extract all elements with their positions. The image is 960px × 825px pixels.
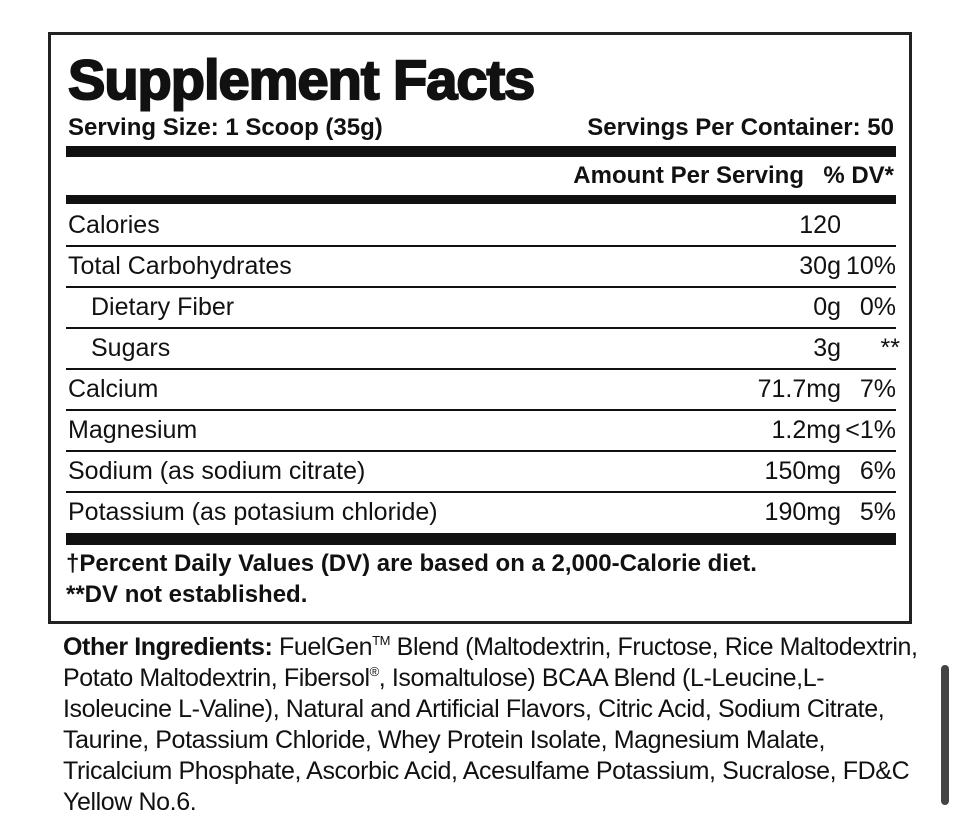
daily-value: 10% bbox=[845, 252, 896, 280]
ingredients-text: , Isomaltulose) BCAA Blend (L-Leucine,L-… bbox=[63, 664, 910, 816]
thick-rule bbox=[66, 533, 896, 545]
nutrient-name: Calcium bbox=[68, 375, 159, 403]
title: Supplement Facts bbox=[67, 47, 536, 112]
daily-value: 0% bbox=[859, 293, 896, 321]
amount-header: Amount Per Serving bbox=[573, 162, 804, 189]
footnote: **DV not established. bbox=[66, 581, 308, 608]
nutrient-name: Sugars bbox=[91, 334, 171, 362]
amount: 30g bbox=[799, 252, 841, 280]
nutrient-row: Sugars 3g ** bbox=[66, 329, 900, 370]
nutrient-row: Calories 120 bbox=[66, 206, 896, 247]
registered: ® bbox=[369, 664, 380, 679]
nutrient-row: Sodium (as sodium citrate) 150mg 6% bbox=[66, 452, 896, 493]
serving-size: Serving Size: 1 Scoop (35g) bbox=[68, 114, 383, 141]
amount: 0g bbox=[813, 293, 841, 321]
amount: 120 bbox=[799, 211, 841, 239]
scrollbar[interactable] bbox=[941, 665, 949, 805]
dv-header: % DV* bbox=[823, 162, 894, 189]
nutrient-name: Total Carbohydrates bbox=[68, 252, 292, 280]
nutrient-row: Total Carbohydrates 30g 10% bbox=[66, 247, 896, 288]
nutrient-name: Calories bbox=[68, 211, 160, 239]
ingredients-label: Other Ingredients: bbox=[63, 633, 273, 661]
daily-value: <1% bbox=[845, 416, 896, 444]
facts-panel: Supplement Facts Serving Size: 1 Scoop (… bbox=[48, 32, 912, 624]
amount: 71.7mg bbox=[757, 375, 841, 403]
nutrient-name: Magnesium bbox=[68, 416, 198, 444]
daily-value: ** bbox=[880, 334, 900, 362]
nutrient-name: Dietary Fiber bbox=[91, 293, 235, 321]
nutrient-row: Dietary Fiber 0g 0% bbox=[66, 288, 896, 329]
nutrient-row: Potassium (as potasium chloride) 190mg 5% bbox=[66, 493, 896, 532]
nutrient-row: Calcium 71.7mg 7% bbox=[66, 370, 896, 411]
trademark: TM bbox=[372, 633, 391, 648]
nutrient-row: Magnesium 1.2mg <1% bbox=[66, 411, 896, 452]
ingredients-text: Blend (Maltodextrin, Fructose, Rice Malt… bbox=[63, 633, 918, 692]
daily-value: 5% bbox=[859, 498, 896, 526]
daily-value: 7% bbox=[859, 375, 896, 403]
thick-rule bbox=[66, 146, 896, 157]
nutrient-name: Potassium (as potasium chloride) bbox=[68, 498, 438, 526]
amount: 3g bbox=[813, 334, 841, 362]
footnote: †Percent Daily Values (DV) are based on … bbox=[66, 550, 757, 577]
daily-value: 6% bbox=[859, 457, 896, 485]
nutrient-name: Sodium (as sodium citrate) bbox=[68, 457, 366, 485]
ingredients-text: FuelGen bbox=[272, 633, 373, 661]
other-ingredients: Other Ingredients: FuelGenTM Blend (Malt… bbox=[63, 632, 928, 818]
amount: 190mg bbox=[764, 498, 841, 526]
amount: 150mg bbox=[764, 457, 841, 485]
thick-rule bbox=[66, 195, 896, 204]
amount: 1.2mg bbox=[771, 416, 841, 444]
servings-per-container: Servings Per Container: 50 bbox=[587, 114, 894, 141]
